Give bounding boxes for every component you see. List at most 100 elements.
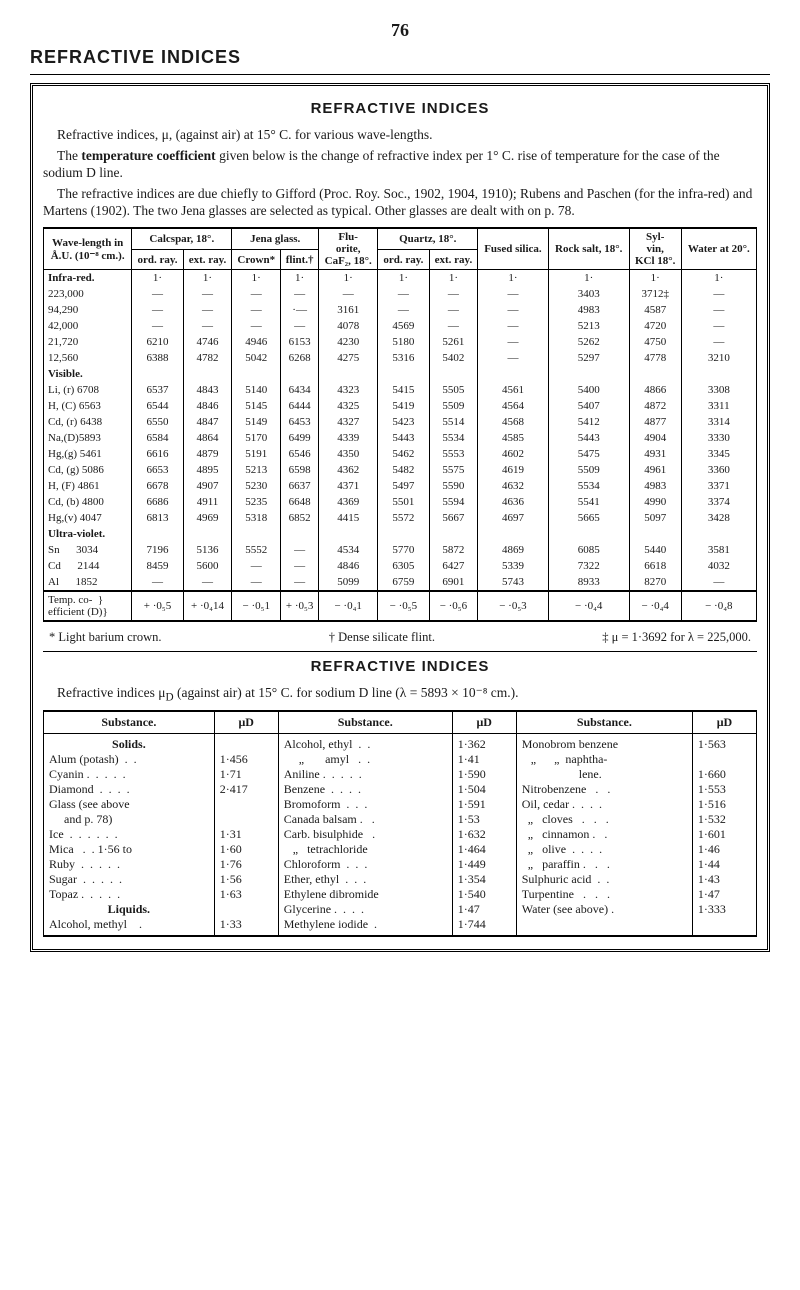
data-cell: 7322	[548, 558, 629, 574]
data-cell: 3345	[681, 446, 756, 462]
temp-cell: − ·0₄4	[548, 591, 629, 621]
data-cell: 4569	[378, 318, 429, 334]
data-cell: 4864	[183, 430, 232, 446]
data-cell: 3428	[681, 510, 756, 526]
data-cell: 1·	[478, 270, 548, 287]
data-cell: —	[681, 574, 756, 591]
data-cell	[183, 526, 232, 542]
data-cell: 1·	[281, 270, 319, 287]
data-cell: —	[132, 574, 183, 591]
data-cell: 4697	[478, 510, 548, 526]
data-cell: —	[378, 302, 429, 318]
page-number: 76	[30, 20, 770, 41]
data-cell	[629, 366, 681, 382]
data-cell: 6678	[132, 478, 183, 494]
data-cell: 3360	[681, 462, 756, 478]
data-cell: 5339	[478, 558, 548, 574]
data-cell: 5415	[378, 382, 429, 398]
data-cell: 4032	[681, 558, 756, 574]
data-cell: 5482	[378, 462, 429, 478]
substance-table: Substance. μD Substance. μD Substance. μ…	[43, 710, 757, 937]
data-cell: 5149	[232, 414, 281, 430]
data-row-label: Na,(D)5893	[44, 430, 132, 446]
data-cell	[548, 366, 629, 382]
intro-p2b: temperature coefficient	[81, 148, 215, 163]
data-cell: —	[183, 286, 232, 302]
data-cell: 1·	[132, 270, 183, 287]
data-cell: —	[478, 350, 548, 366]
data-cell: 5443	[548, 430, 629, 446]
data-cell: 5553	[429, 446, 478, 462]
data-cell: 6852	[281, 510, 319, 526]
temp-cell: + ·0₅3	[281, 591, 319, 621]
th-quartz-ord: ord. ray.	[378, 249, 429, 269]
sub-col2-vals: 1·563 1·6601·5531·5161·5321·6011·461·441…	[692, 734, 756, 937]
data-cell: 6499	[281, 430, 319, 446]
th-calc-ext: ext. ray.	[183, 249, 232, 269]
data-cell	[629, 526, 681, 542]
sub-th-mu: μD	[214, 711, 278, 734]
data-cell: 5534	[429, 430, 478, 446]
data-cell: 4983	[629, 478, 681, 494]
data-cell: 4327	[319, 414, 378, 430]
data-cell: 4846	[183, 398, 232, 414]
box-title: REFRACTIVE INDICES	[43, 100, 757, 117]
data-cell: 4275	[319, 350, 378, 366]
data-cell: 4568	[478, 414, 548, 430]
data-cell: —	[681, 302, 756, 318]
data-cell: 4078	[319, 318, 378, 334]
data-cell: 5170	[232, 430, 281, 446]
data-cell: —	[232, 302, 281, 318]
data-cell: 4350	[319, 446, 378, 462]
data-cell	[319, 366, 378, 382]
th-crown: Crown*	[232, 249, 281, 269]
data-cell: 6901	[429, 574, 478, 591]
data-cell: 4636	[478, 494, 548, 510]
content-box: REFRACTIVE INDICES Refractive indices, μ…	[30, 83, 770, 952]
data-cell: 5770	[378, 542, 429, 558]
data-cell: 5145	[232, 398, 281, 414]
data-cell: 5590	[429, 478, 478, 494]
data-cell: 3374	[681, 494, 756, 510]
footnote-3: ‡ μ = 1·3692 for λ = 225,000.	[602, 630, 751, 645]
data-cell: 5042	[232, 350, 281, 366]
data-cell	[548, 526, 629, 542]
data-cell: —	[232, 318, 281, 334]
data-row-label: 42,000	[44, 318, 132, 334]
data-cell: 4587	[629, 302, 681, 318]
sub-th-substance: Substance.	[44, 711, 215, 734]
data-cell: —	[281, 558, 319, 574]
footnotes: * Light barium crown. † Dense silicate f…	[43, 630, 757, 645]
data-cell: 4619	[478, 462, 548, 478]
data-cell: 5872	[429, 542, 478, 558]
data-row-label: H, (C) 6563	[44, 398, 132, 414]
data-cell: —	[132, 286, 183, 302]
th-quartz: Quartz, 18°.	[378, 228, 478, 249]
data-cell: 5099	[319, 574, 378, 591]
temp-cell: + ·0₄14	[183, 591, 232, 621]
data-cell: 5400	[548, 382, 629, 398]
intro-p2: The temperature coefficient given below …	[43, 148, 757, 182]
data-row-label: 223,000	[44, 286, 132, 302]
data-cell: ·—	[281, 302, 319, 318]
data-cell	[378, 526, 429, 542]
data-cell: 6648	[281, 494, 319, 510]
data-cell: 5230	[232, 478, 281, 494]
data-row-label: Sn 3034	[44, 542, 132, 558]
data-cell: 5191	[232, 446, 281, 462]
data-cell: 5594	[429, 494, 478, 510]
data-cell: 3712‡	[629, 286, 681, 302]
sub-col2-names: Monobrom benzene „ „ naphtha- lene.Nitro…	[516, 734, 692, 937]
data-cell: 4983	[548, 302, 629, 318]
data-cell: —	[281, 318, 319, 334]
data-cell: —	[478, 334, 548, 350]
data-cell: 6537	[132, 382, 183, 398]
section-heading: REFRACTIVE INDICES	[30, 47, 770, 68]
temp-cell: − ·0₄4	[629, 591, 681, 621]
data-row-label: 12,560	[44, 350, 132, 366]
temp-coeff-label: Temp. co- } efficient (D)}	[44, 591, 132, 621]
th-fluorite: Flu- orite, CaF₂, 18°.	[319, 228, 378, 270]
data-cell: 3308	[681, 382, 756, 398]
data-cell: 6444	[281, 398, 319, 414]
data-cell: 4602	[478, 446, 548, 462]
